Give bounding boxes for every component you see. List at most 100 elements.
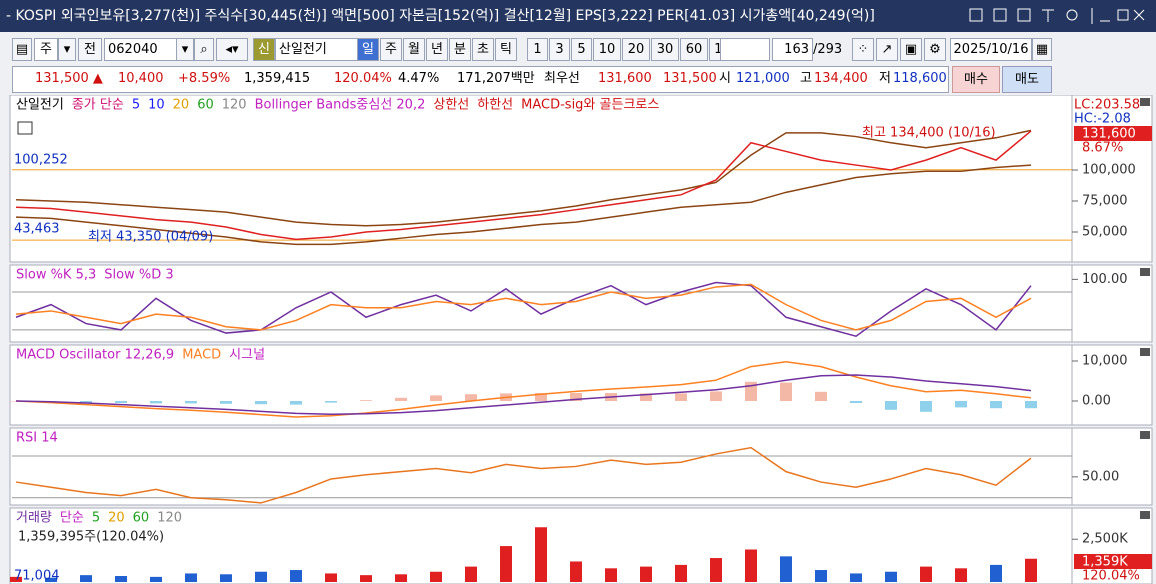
bar (780, 382, 792, 401)
date-input[interactable]: 2025/10/16 (950, 38, 1032, 61)
search-button[interactable]: ⌕ (194, 38, 214, 61)
panel-frame (9, 427, 1153, 506)
icon[interactable] (1042, 9, 1054, 22)
ref-high-label: 100,252 (14, 153, 68, 168)
close[interactable] (1133, 9, 1145, 21)
bar (640, 393, 652, 401)
last-rate: 8.67% (1082, 141, 1123, 156)
series-line (15, 361, 1032, 418)
panel-button (1140, 511, 1150, 519)
last-volume-box (1074, 554, 1152, 569)
volume-min: 71,004 (14, 569, 60, 584)
legend-item: Slow %K 5,3 (16, 268, 96, 283)
tool-icon[interactable]: ⁘ (852, 38, 874, 61)
interval-button[interactable]: 1 (527, 38, 548, 61)
legend-item: 60 (133, 511, 150, 526)
sell-button[interactable]: 매도 (1002, 66, 1052, 93)
sound-button[interactable]: ◂▾ (216, 38, 248, 61)
period-button[interactable]: 일 (357, 38, 379, 61)
dropdown[interactable]: ▾ (58, 38, 76, 61)
tool-icon[interactable]: ↗ (876, 38, 898, 61)
bar (220, 574, 232, 582)
dropdown[interactable]: ▾ (176, 38, 194, 61)
legend-item: 10 (148, 98, 165, 113)
period-button[interactable]: 주 (380, 38, 402, 61)
period-button[interactable]: 분 (449, 38, 471, 61)
turnover: 4.47% (398, 71, 440, 86)
lc-label: LC:203.58 (1074, 98, 1140, 113)
settings-icon[interactable]: ⚙ (924, 38, 946, 61)
icon[interactable] (969, 8, 983, 22)
bar (675, 564, 687, 582)
y-tick-label: 50,000 (1082, 224, 1128, 239)
count-total: /293 (813, 42, 843, 57)
panel-frame (9, 344, 1153, 426)
bar (115, 401, 127, 403)
volume-today: 1,359,395주(120.04%) (18, 530, 164, 545)
bar (745, 549, 757, 582)
bar (430, 395, 442, 401)
code-input[interactable]: 062040 (104, 38, 177, 61)
legend-item: Bollinger Bands중심선 20,2 (255, 98, 426, 113)
calendar-icon[interactable]: ▦ (1032, 38, 1052, 61)
quote-bar (12, 66, 949, 93)
bar (955, 568, 967, 582)
interval-button[interactable]: 3 (549, 38, 570, 61)
y-tick-label: 100,000 (1082, 163, 1136, 178)
interval-button[interactable]: 10 (593, 38, 621, 61)
menu-icon[interactable]: ▤ (12, 38, 32, 61)
legend-item: 60 (197, 98, 214, 113)
low-label: 저 (879, 71, 891, 86)
period-button[interactable]: 초 (472, 38, 494, 61)
icon[interactable] (1066, 9, 1078, 21)
empty-input[interactable] (720, 38, 770, 61)
open-label: 시 (719, 71, 731, 86)
interval-button[interactable]: 5 (571, 38, 592, 61)
period-button[interactable]: 년 (426, 38, 448, 61)
bar (815, 391, 827, 401)
period-button[interactable]: 틱 (495, 38, 517, 61)
new-badge[interactable]: 신 (253, 38, 275, 61)
legend-item: RSI 14 (16, 431, 58, 446)
bar (80, 575, 92, 582)
bar (885, 401, 897, 410)
interval-button[interactable]: 30 (651, 38, 679, 61)
title-text: - KOSPI 외국인보유[3,277(천)] 주식수[30,445(천)] 액… (6, 8, 875, 24)
all-button[interactable]: 전 (78, 38, 102, 61)
legend-item: 시그널 (229, 348, 265, 363)
icon[interactable] (993, 8, 1007, 22)
bar (290, 570, 302, 582)
panel-button (1140, 268, 1150, 276)
period-button[interactable]: 월 (403, 38, 425, 61)
change: 10,400 (118, 71, 164, 86)
y-tick-label: 75,000 (1082, 194, 1128, 209)
bar (395, 397, 407, 401)
count-input[interactable]: 163 (772, 38, 813, 61)
buy-button[interactable]: 매수 (952, 66, 1000, 93)
bar (325, 401, 337, 403)
panel-button (1140, 348, 1150, 356)
bar (255, 571, 267, 582)
maximize[interactable] (1117, 9, 1129, 21)
bar (780, 556, 792, 582)
bar (220, 401, 232, 404)
interval-button[interactable]: 60 (680, 38, 708, 61)
price: 131,500 ▲ (35, 71, 103, 86)
series-line (15, 374, 1032, 415)
best-label: 최우선 (544, 71, 580, 86)
series-line (15, 164, 1032, 246)
interval-button[interactable]: 20 (622, 38, 650, 61)
panel-button (1140, 98, 1150, 106)
icon[interactable] (1017, 8, 1031, 22)
save-icon[interactable]: ▣ (900, 38, 922, 61)
last-price: 131,600 (1082, 127, 1136, 142)
bar (115, 576, 127, 582)
market-select[interactable]: 주 (34, 38, 58, 61)
open: 121,000 (736, 71, 790, 86)
series-line (15, 446, 1032, 504)
legend-item: 거래량 (16, 511, 52, 526)
name-input[interactable]: 산일전기 (275, 38, 358, 61)
legend-item: 5 (132, 98, 140, 113)
bar (675, 393, 687, 401)
